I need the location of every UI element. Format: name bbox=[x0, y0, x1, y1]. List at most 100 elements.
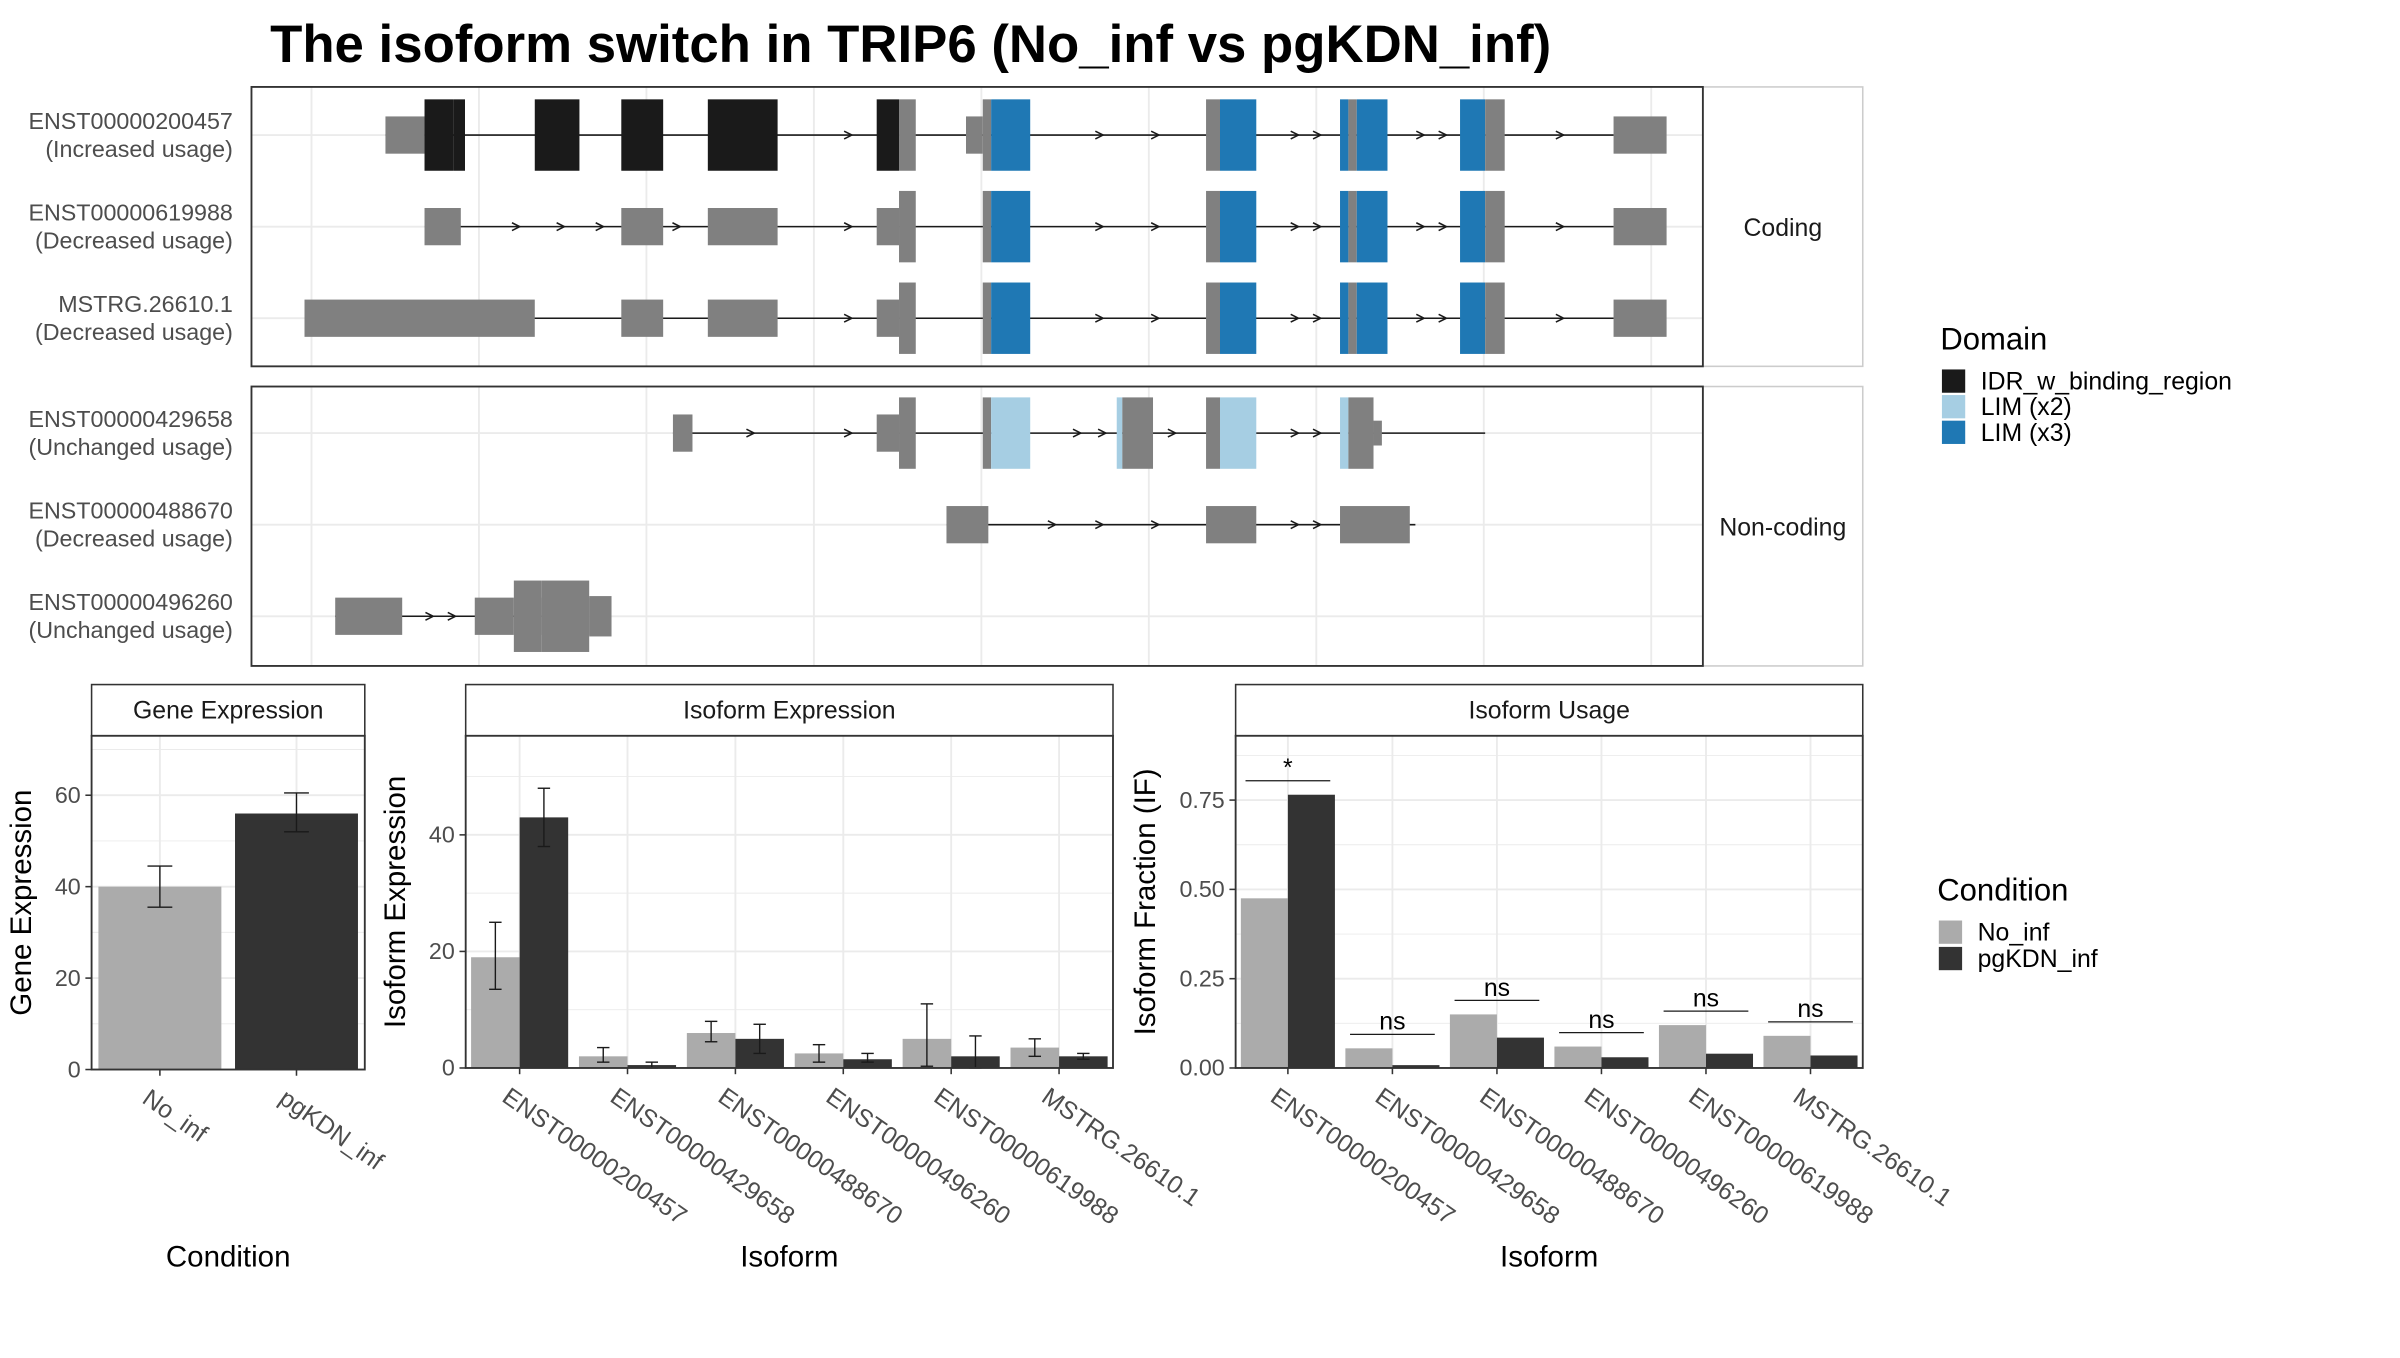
cds-exon bbox=[513, 580, 542, 652]
chart-strip bbox=[90, 683, 366, 737]
utr-exon bbox=[589, 596, 612, 637]
strand-arrow bbox=[1047, 520, 1058, 530]
domain-lim3-segment bbox=[991, 190, 1031, 263]
utr-exon bbox=[876, 299, 900, 337]
plot-bg bbox=[1235, 735, 1863, 1068]
transcript-usage-label: (Increased usage) bbox=[45, 136, 233, 162]
chart-title: Isoform Usage bbox=[1468, 698, 1629, 725]
significance-label: ns bbox=[1797, 996, 1823, 1023]
utr-exon bbox=[335, 597, 403, 635]
y-tick-label: 0.25 bbox=[1179, 965, 1224, 991]
plot-border bbox=[90, 734, 366, 1071]
cds-exon bbox=[1485, 190, 1505, 263]
utr-exon bbox=[966, 116, 983, 154]
y-axis-title: Gene Expression bbox=[5, 790, 38, 1016]
x-tick-label: ENST00000200457 bbox=[497, 1083, 691, 1230]
transcript-usage-label: (Unchanged usage) bbox=[28, 434, 232, 460]
domain-lim3-segment bbox=[1356, 190, 1388, 263]
domain-lim2-segment bbox=[1116, 397, 1123, 469]
x-tick-label: ENST00000488670 bbox=[1475, 1083, 1669, 1230]
cds-exon bbox=[1122, 397, 1154, 469]
cds-exon bbox=[899, 99, 916, 171]
domain-legend-label: IDR_w_binding_region bbox=[1981, 369, 2232, 396]
cds-exon bbox=[1348, 282, 1357, 354]
facet-strip bbox=[1702, 385, 1864, 667]
y-tick-label: 0.50 bbox=[1179, 876, 1224, 902]
significance-label: ns bbox=[1484, 975, 1510, 1002]
utr-exon bbox=[385, 116, 425, 154]
strand-arrow bbox=[1290, 130, 1301, 140]
x-tick-label: ENST00000488670 bbox=[713, 1083, 907, 1230]
cds-exon bbox=[982, 99, 992, 171]
domain-lim3-segment bbox=[1220, 99, 1257, 171]
strand-arrow bbox=[1150, 313, 1161, 323]
bar-No_inf bbox=[1658, 1025, 1706, 1068]
cds-exon bbox=[1485, 99, 1505, 171]
strand-arrow bbox=[447, 611, 458, 621]
y-tick-label: 20 bbox=[429, 938, 455, 964]
domain-lim3-segment bbox=[991, 282, 1031, 354]
strand-arrow bbox=[511, 222, 522, 232]
transcript-id-label: ENST00000619988 bbox=[28, 199, 232, 225]
strand-arrow bbox=[1290, 222, 1301, 232]
utr-exon bbox=[876, 208, 900, 246]
cds-exon bbox=[899, 282, 916, 354]
strand-arrow bbox=[1415, 130, 1426, 140]
bar-pgKDN_inf bbox=[519, 817, 569, 1068]
x-tick-label: ENST00000429658 bbox=[605, 1083, 799, 1230]
domain-legend-swatch bbox=[1941, 369, 1966, 393]
utr-exon bbox=[1613, 116, 1667, 154]
transcript-usage-label: (Unchanged usage) bbox=[28, 617, 232, 643]
facet-strip bbox=[1702, 86, 1864, 368]
strand-arrow bbox=[1438, 222, 1449, 232]
domain-lim3-segment bbox=[1340, 282, 1349, 354]
strand-arrow bbox=[1150, 222, 1161, 232]
cds-exon bbox=[1348, 397, 1374, 469]
bar-pgKDN_inf bbox=[1392, 1065, 1440, 1068]
domain-lim3-segment bbox=[1356, 282, 1388, 354]
domain-lim2-segment bbox=[991, 397, 1031, 469]
cds-exon bbox=[541, 580, 590, 652]
strand-arrow bbox=[1438, 313, 1449, 323]
transcript-usage-label: (Decreased usage) bbox=[35, 319, 233, 345]
cds-exon bbox=[982, 282, 992, 354]
domain-legend-title: Domain bbox=[1940, 321, 2047, 356]
strand-arrow bbox=[1312, 520, 1323, 530]
x-axis-title: Condition bbox=[166, 1241, 291, 1274]
utr-exon bbox=[424, 208, 461, 246]
domain-lim2-segment bbox=[1340, 397, 1349, 469]
x-tick-label: ENST00000200457 bbox=[1266, 1083, 1460, 1230]
cds-exon bbox=[1206, 282, 1221, 354]
cds-exon bbox=[899, 190, 916, 263]
facet-label: Non-coding bbox=[1719, 515, 1846, 542]
utr-exon bbox=[707, 208, 778, 246]
gene-expression-chart: Gene Expression 0 20 40 60 No_inf pgKDN_inf Con… bbox=[5, 683, 388, 1274]
cds-exon bbox=[1348, 99, 1357, 171]
y-tick-label: 20 bbox=[55, 965, 81, 991]
strand-arrow bbox=[425, 611, 435, 621]
strand-arrow bbox=[1150, 130, 1161, 140]
strand-arrow bbox=[746, 428, 756, 438]
transcript-id-label: ENST00000488670 bbox=[28, 497, 232, 523]
y-tick-label: 60 bbox=[55, 782, 81, 808]
domain-lim3-segment bbox=[991, 99, 1031, 171]
transcript-id-label: ENST00000200457 bbox=[28, 108, 232, 134]
domain-legend-swatch bbox=[1941, 420, 1966, 444]
bar-pgKDN_inf bbox=[235, 813, 358, 1070]
domain-lim3-segment bbox=[1220, 190, 1257, 263]
utr-exon bbox=[474, 597, 514, 635]
strand-arrow bbox=[595, 222, 606, 232]
utr-exon bbox=[1206, 506, 1257, 544]
strand-arrow bbox=[1290, 428, 1301, 438]
bar-No_inf bbox=[1449, 1014, 1497, 1068]
transcript-id-label: ENST00000429658 bbox=[28, 406, 232, 432]
domain-lim3-segment bbox=[1356, 99, 1388, 171]
y-axis-title: Isoform Expression bbox=[379, 776, 412, 1028]
significance-label: ns bbox=[1588, 1007, 1614, 1034]
chart-title: Isoform Expression bbox=[683, 698, 896, 725]
y-tick-label: 0 bbox=[68, 1056, 81, 1082]
domain-lim3-segment bbox=[1460, 190, 1486, 263]
y-tick-label: 40 bbox=[55, 873, 81, 899]
condition-legend-swatch bbox=[1938, 946, 1963, 971]
bar-pgKDN_inf bbox=[1810, 1055, 1858, 1068]
